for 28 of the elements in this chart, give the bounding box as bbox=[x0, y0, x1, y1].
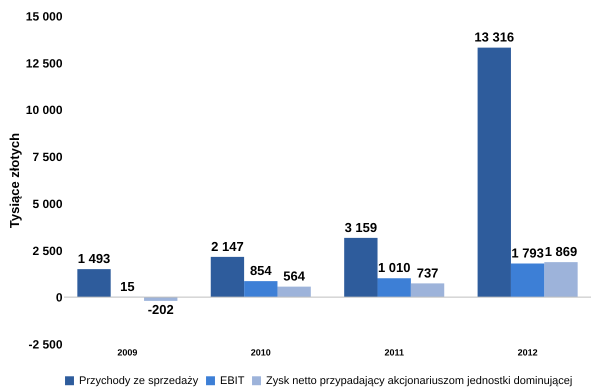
y-tick-label: -2 500 bbox=[28, 338, 63, 352]
y-tick-label: 7 500 bbox=[32, 150, 63, 164]
y-tick-label: 12 500 bbox=[26, 56, 63, 70]
legend-label: Zysk netto przypadający akcjonariuszom jednostki dominującej bbox=[266, 374, 572, 387]
data-label: 1 010 bbox=[378, 260, 410, 276]
y-axis-title: Tysiące złotych bbox=[6, 132, 22, 228]
data-label: 1 793 bbox=[511, 246, 544, 261]
x-tick-label: 2010 bbox=[250, 348, 271, 358]
y-tick-label: 2 500 bbox=[32, 244, 63, 258]
x-tick-label: 2011 bbox=[384, 348, 404, 358]
y-tick-label: 5 000 bbox=[32, 196, 63, 211]
data-label: 15 bbox=[120, 278, 135, 294]
y-tick-label: 15 000 bbox=[26, 10, 63, 24]
x-tick-label: 2009 bbox=[117, 348, 138, 358]
x-tick-label: 2012 bbox=[518, 348, 538, 358]
y-tick-label: 10 000 bbox=[26, 103, 63, 118]
data-label: 1 869 bbox=[544, 244, 578, 260]
data-label: 13 316 bbox=[474, 30, 514, 45]
data-label: 1 493 bbox=[78, 251, 110, 266]
data-label: 2 147 bbox=[211, 238, 244, 254]
data-label: 3 159 bbox=[344, 220, 378, 235]
data-label: 564 bbox=[283, 268, 306, 284]
y-tick-label: 0 bbox=[56, 290, 63, 305]
data-label: 737 bbox=[416, 265, 438, 280]
data-label: -202 bbox=[148, 302, 174, 317]
data-label: 854 bbox=[250, 263, 272, 278]
legend-label: EBIT bbox=[220, 374, 245, 387]
legend-label: Przychody ze sprzedaży bbox=[79, 374, 199, 387]
